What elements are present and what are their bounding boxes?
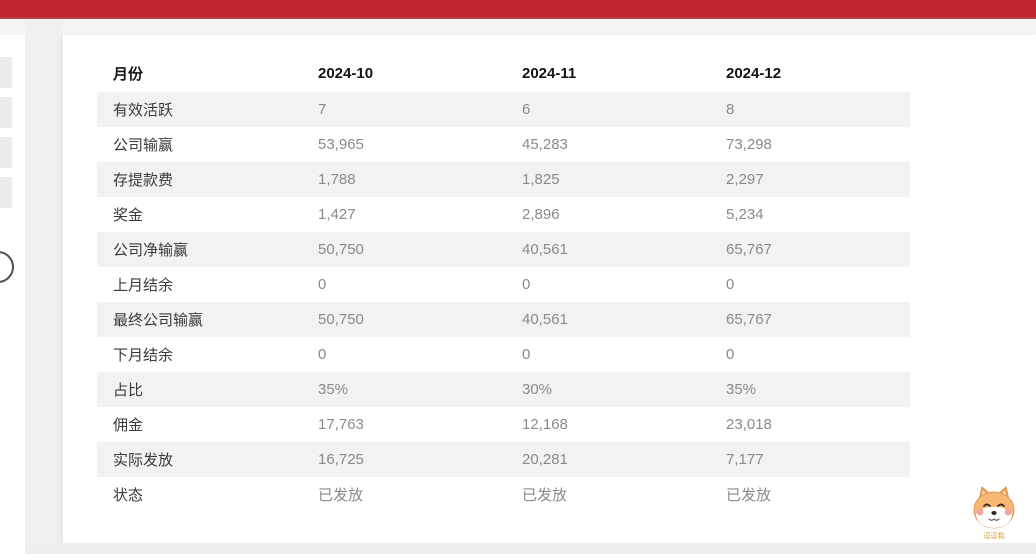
row-label: 状态 [113, 487, 144, 504]
row-value: 7,177 [726, 451, 764, 468]
table-row: 存提款费 1,788 1,825 2,297 [97, 162, 910, 197]
row-value: 1,788 [318, 171, 356, 188]
column-header-2024-12: 2024-12 [726, 64, 782, 82]
row-value: 23,018 [726, 416, 772, 433]
row-value: 1,427 [318, 206, 356, 223]
row-value: 35% [726, 381, 757, 398]
row-value: 40,561 [522, 311, 568, 328]
row-value: 0 [318, 346, 327, 363]
row-value: 2,896 [522, 206, 560, 223]
row-value: 40,561 [522, 241, 568, 258]
background-table-stripe [0, 97, 12, 128]
row-value: 53,965 [318, 136, 364, 153]
column-header-2024-11: 2024-11 [522, 64, 577, 82]
shiba-mascot-icon [973, 486, 1015, 529]
row-label: 公司输赢 [113, 137, 174, 154]
row-value: 7 [318, 101, 327, 118]
row-value: 65,767 [726, 241, 772, 258]
table-row: 占比 35% 30% 35% [97, 372, 910, 407]
table-row: 实际发放 16,725 20,281 7,177 [97, 442, 910, 477]
row-label: 有效活跃 [113, 102, 174, 119]
table-row: 佣金 17,763 12,168 23,018 [97, 407, 910, 442]
row-label: 奖金 [113, 207, 144, 224]
row-value: 50,750 [318, 311, 364, 328]
row-label: 存提款费 [113, 172, 174, 189]
background-table-stripe [0, 137, 12, 168]
table-header-row: 月份 2024-10 2024-11 2024-12 [97, 58, 910, 92]
table-row: 下月结余 0 0 0 [97, 337, 910, 372]
mascot-widget[interactable]: 逗逗我 [968, 486, 1020, 540]
row-label: 公司净输赢 [113, 242, 189, 259]
row-value: 已发放 [318, 487, 364, 504]
row-value: 16,725 [318, 451, 364, 468]
row-value: 65,767 [726, 311, 772, 328]
table-body: 有效活跃 7 6 8 公司输赢 53,965 45,283 73,298 存提款费 1,788 1,… [97, 92, 910, 512]
page-bottom-strip [25, 543, 1036, 554]
background-table-stripe [0, 177, 12, 208]
table-row: 最终公司输赢 50,750 40,561 65,767 [97, 302, 910, 337]
table-row: 公司输赢 53,965 45,283 73,298 [97, 127, 910, 162]
row-value: 45,283 [522, 136, 568, 153]
row-value: 0 [726, 276, 735, 293]
top-navbar [0, 0, 1036, 19]
row-value: 12,168 [522, 416, 568, 433]
table-row: 公司净输赢 50,750 40,561 65,767 [97, 232, 910, 267]
edge-collapse-handle-button[interactable] [0, 251, 14, 283]
column-header-2024-10: 2024-10 [318, 64, 374, 82]
row-value: 已发放 [522, 487, 568, 504]
page-gutter [25, 19, 63, 549]
row-value: 0 [522, 276, 531, 293]
monthly-report-table: 月份 2024-10 2024-11 2024-12 有效活跃 7 6 8 公司输赢 53… [97, 58, 910, 512]
row-value: 1,825 [522, 171, 560, 188]
row-label: 实际发放 [113, 452, 174, 469]
row-value: 8 [726, 101, 735, 118]
background-table-stripe [0, 57, 12, 88]
page-background-band [0, 19, 1036, 35]
row-label: 佣金 [113, 417, 144, 434]
row-value: 17,763 [318, 416, 364, 433]
row-value: 6 [522, 101, 531, 118]
monthly-report-card: 月份 2024-10 2024-11 2024-12 有效活跃 7 6 8 公司输赢 53… [63, 35, 1036, 543]
row-value: 50,750 [318, 241, 364, 258]
row-label: 占比 [113, 382, 144, 399]
row-value: 35% [318, 381, 349, 398]
row-label: 下月结余 [113, 347, 174, 364]
row-value: 20,281 [522, 451, 568, 468]
row-value: 0 [522, 346, 531, 363]
row-value: 73,298 [726, 136, 772, 153]
row-value: 0 [318, 276, 327, 293]
row-value: 已发放 [726, 487, 772, 504]
table-row: 有效活跃 7 6 8 [97, 92, 910, 127]
row-label: 上月结余 [113, 277, 174, 294]
row-value: 2,297 [726, 171, 764, 188]
mascot-caption: 逗逗我 [983, 533, 1005, 540]
row-value: 5,234 [726, 206, 764, 223]
row-label: 最终公司输赢 [113, 312, 204, 329]
column-header-month: 月份 [113, 65, 144, 83]
table-row: 奖金 1,427 2,896 5,234 [97, 197, 910, 232]
row-value: 30% [522, 381, 553, 398]
table-row: 状态 已发放 已发放 已发放 [97, 477, 910, 512]
row-value: 0 [726, 346, 735, 363]
table-row: 上月结余 0 0 0 [97, 267, 910, 302]
